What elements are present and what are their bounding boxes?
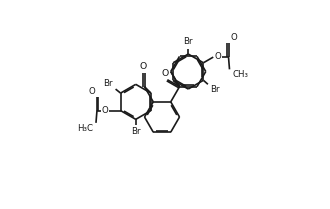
- Text: Br: Br: [131, 127, 141, 136]
- Text: O: O: [101, 106, 108, 115]
- Text: H₃C: H₃C: [77, 124, 93, 133]
- Text: O: O: [89, 87, 95, 96]
- Text: O: O: [139, 62, 147, 71]
- Text: O: O: [215, 52, 222, 61]
- Text: Br: Br: [183, 37, 193, 46]
- Text: O: O: [230, 33, 237, 42]
- Text: Br: Br: [104, 79, 113, 88]
- Text: Br: Br: [210, 85, 219, 94]
- Text: CH₃: CH₃: [233, 70, 248, 79]
- Text: O: O: [161, 69, 169, 78]
